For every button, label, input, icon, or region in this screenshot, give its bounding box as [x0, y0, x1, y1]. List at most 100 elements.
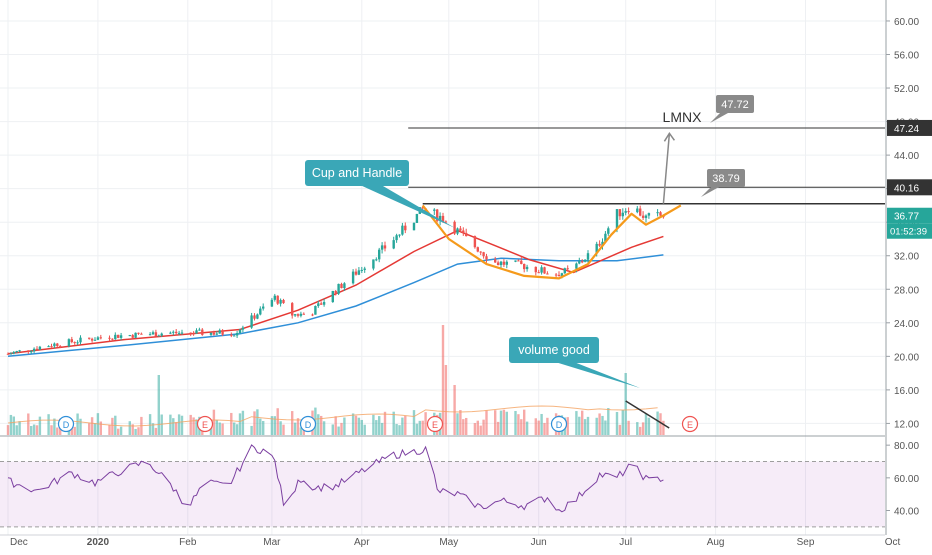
candle-body [421, 207, 424, 209]
candle-body [134, 332, 137, 338]
volume-bar [47, 414, 50, 435]
volume-bars [6, 325, 665, 435]
candle-body [375, 259, 378, 261]
volume-bar [93, 423, 97, 435]
cup-handle-label-text: Cup and Handle [312, 166, 402, 180]
callout-38-79-text: 38.79 [712, 173, 740, 185]
candle-body [201, 329, 204, 335]
volume-bar [595, 417, 598, 435]
candle-body [337, 283, 340, 294]
volume-bar [299, 427, 303, 435]
candle-body [438, 215, 442, 221]
candle-body [314, 306, 317, 315]
candle-body [357, 270, 361, 275]
volume-bar [465, 417, 468, 435]
candle-body [279, 299, 282, 304]
candle-body [566, 268, 569, 270]
volume-bar [636, 422, 639, 435]
volume-bar [586, 416, 590, 435]
volume-bar [453, 385, 456, 435]
volume-bar [322, 421, 326, 435]
candle-body [537, 272, 540, 274]
candle-body [111, 338, 114, 340]
volume-bar [517, 414, 520, 435]
rsi-tick-label: 40.00 [894, 507, 919, 518]
axis-label-40-16-text: 40.16 [894, 183, 919, 194]
candle-body [618, 209, 622, 217]
volume-bar [331, 424, 334, 435]
candle-body [296, 314, 300, 316]
volume-bar [215, 420, 218, 435]
candle-body [32, 348, 36, 352]
cup-handle-label: Cup and Handle [305, 160, 455, 228]
volume-bar [119, 426, 123, 435]
volume-bar [175, 422, 178, 435]
volume-bar [520, 419, 523, 435]
candle-body [59, 346, 62, 348]
candle-body [299, 313, 303, 316]
dividend-marker [57, 415, 75, 433]
candle-body [53, 343, 56, 347]
candle-body [560, 273, 564, 277]
candle-body [317, 303, 320, 307]
dividend-marker [299, 415, 317, 433]
volume-bar [218, 422, 221, 435]
volume-bar [546, 417, 549, 435]
candle-body [154, 332, 158, 337]
earnings-marker-label: E [202, 420, 208, 430]
volume-bar [18, 421, 21, 435]
volume-bar [351, 413, 355, 435]
candle-body [378, 249, 381, 260]
volume-bar [578, 416, 581, 435]
candle-body [433, 209, 436, 211]
cup-handle-label-pointer [362, 186, 455, 228]
candle-body [12, 352, 15, 354]
price-tick-label: 28.00 [894, 285, 919, 296]
callout-38-79-box [707, 169, 745, 187]
earnings-marker [426, 415, 444, 433]
volume-bar [383, 411, 387, 435]
volume-bar [354, 415, 358, 435]
price-tick-label: 24.00 [894, 319, 919, 330]
volume-bar [238, 413, 242, 435]
earnings-marker [196, 415, 214, 433]
volume-bar [659, 413, 662, 435]
volume-bar [473, 423, 477, 435]
volume-bar [30, 425, 33, 435]
candle-body [151, 332, 155, 335]
volume-bar [543, 422, 546, 435]
candle-body [334, 290, 337, 294]
cup-handle-label-box [305, 160, 409, 186]
volume-bar [88, 423, 91, 435]
volume-bar [111, 417, 114, 435]
candle-body [230, 334, 233, 336]
price-tick-label: 60.00 [894, 17, 919, 28]
volume-bar [525, 421, 529, 435]
volume-bar [340, 422, 343, 435]
volume-bar [134, 428, 137, 435]
candle-body [494, 259, 497, 263]
volume-bar [189, 414, 192, 435]
volume-bar [270, 416, 274, 435]
volume-bar [421, 420, 424, 435]
volume-bar [108, 424, 111, 435]
volume-bar [656, 411, 659, 435]
candle-body [436, 209, 439, 221]
candle-body [354, 271, 358, 275]
volume-bar [615, 411, 619, 435]
candle-body [340, 283, 343, 289]
volume-bar [424, 412, 427, 435]
candle-body [96, 337, 100, 340]
volume-bar [32, 424, 36, 435]
candle-body [241, 327, 245, 330]
candle-body [215, 333, 218, 335]
candle-body [259, 308, 262, 315]
volume-bar [172, 418, 175, 435]
axis-label-47-24-text: 47.24 [894, 124, 919, 135]
target-arrow-head [663, 131, 676, 142]
time-tick-label: May [439, 537, 458, 548]
candle-body [70, 339, 73, 343]
callout-47-72-box [716, 95, 754, 113]
